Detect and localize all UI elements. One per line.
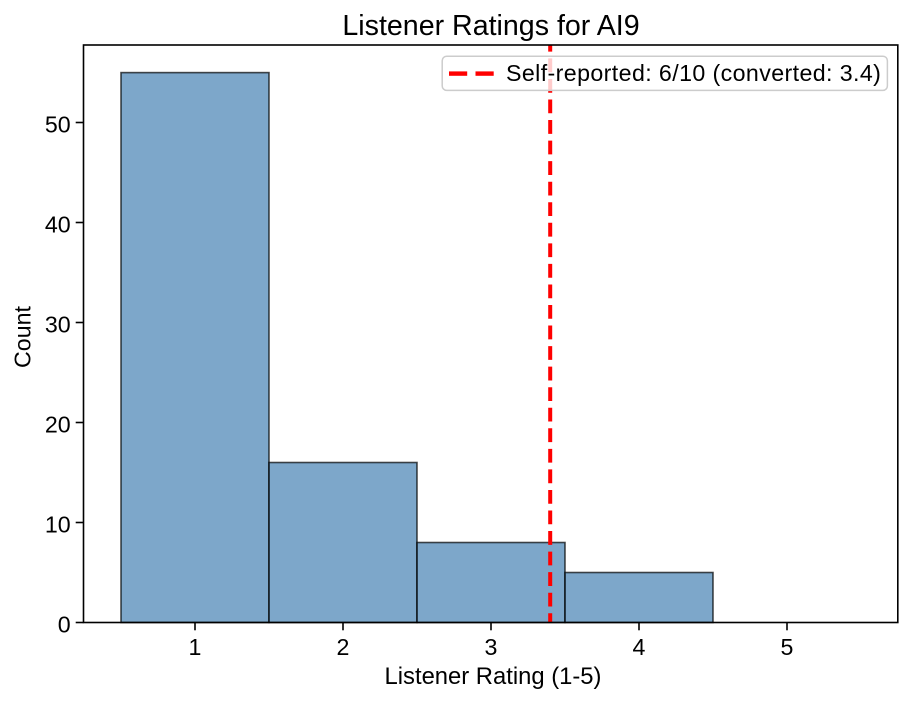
svg-text:0: 0 <box>58 612 71 638</box>
svg-text:30: 30 <box>45 312 71 338</box>
svg-text:Count: Count <box>10 306 36 368</box>
svg-text:Listener Ratings for AI9: Listener Ratings for AI9 <box>342 10 639 42</box>
svg-text:5: 5 <box>781 634 794 660</box>
svg-text:20: 20 <box>45 412 71 438</box>
svg-text:1: 1 <box>189 634 202 660</box>
svg-text:Self-reported: 6/10 (converted: Self-reported: 6/10 (converted: 3.4) <box>506 60 881 86</box>
svg-text:2: 2 <box>337 634 350 660</box>
svg-text:Listener Rating (1-5): Listener Rating (1-5) <box>385 663 602 690</box>
svg-text:4: 4 <box>633 634 646 660</box>
svg-text:3: 3 <box>485 634 498 660</box>
svg-text:10: 10 <box>45 512 71 538</box>
svg-text:40: 40 <box>45 212 71 238</box>
svg-text:50: 50 <box>45 112 71 138</box>
